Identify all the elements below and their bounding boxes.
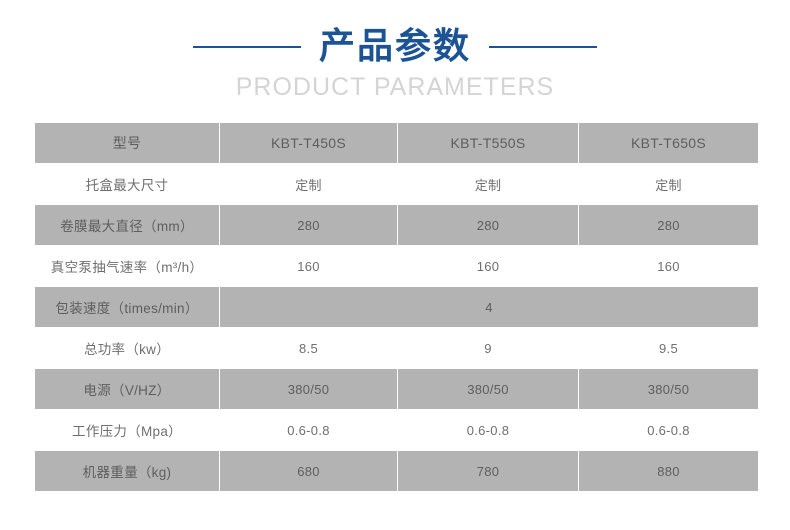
table-cell-value: 160	[220, 246, 397, 286]
table-cell-value: KBT-T450S	[220, 123, 397, 163]
title-row: 产品参数	[0, 24, 790, 70]
table-cell-value: 0.6-0.8	[220, 410, 397, 450]
table-cell-label: 型号	[35, 123, 219, 163]
table-cell-value: 0.6-0.8	[579, 410, 758, 450]
table-cell-value: 280	[579, 205, 758, 245]
table-cell-label: 包装速度（times/min）	[35, 287, 219, 327]
table-cell-label: 总功率（kw）	[35, 328, 219, 368]
horizontal-rule-left-icon	[192, 46, 301, 48]
table-cell-value: 380/50	[398, 369, 578, 409]
table-cell-value: 280	[398, 205, 578, 245]
table-cell-value: 9.5	[579, 328, 758, 368]
table-cell-value-merged: 4	[220, 287, 758, 327]
page-title: 产品参数	[318, 26, 471, 67]
table-cell-value: 780	[398, 451, 578, 491]
table-cell-label: 卷膜最大直径（mm）	[35, 205, 219, 245]
table-cell-value: 定制	[220, 164, 397, 204]
table-cell-label: 机器重量（kg)	[35, 451, 219, 491]
table-cell-value: 160	[398, 246, 578, 286]
table-row: 总功率（kw） 8.5 9 9.5	[35, 328, 758, 368]
table-cell-value: 定制	[579, 164, 758, 204]
table-cell-value: 8.5	[220, 328, 397, 368]
table-row: 真空泵抽气速率（m³/h） 160 160 160	[35, 246, 758, 286]
specifications-table-body: 型号 KBT-T450S KBT-T550S KBT-T650S 托盒最大尺寸 定制 定制定…	[35, 123, 758, 491]
horizontal-rule-right-icon	[489, 46, 597, 48]
table-cell-value: 定制	[398, 164, 578, 204]
table-cell-value: 380/50	[220, 369, 397, 409]
specifications-table: 型号 KBT-T450S KBT-T550S KBT-T650S 托盒最大尺寸 定制 定制定…	[34, 122, 759, 492]
table-cell-value: 160	[579, 246, 758, 286]
table-cell-label: 托盒最大尺寸	[35, 164, 219, 204]
table-cell-value: 280	[220, 205, 397, 245]
table-cell-label: 工作压力（Mpa）	[35, 410, 219, 450]
table-cell-value: 680	[220, 451, 397, 491]
table-cell-value: KBT-T650S	[579, 123, 758, 163]
table-cell-value: 0.6-0.8	[398, 410, 578, 450]
table-cell-label: 真空泵抽气速率（m³/h）	[35, 246, 219, 286]
table-cell-value: 380/50	[579, 369, 758, 409]
table-cell-value: KBT-T550S	[398, 123, 578, 163]
table-row: 托盒最大尺寸 定制 定制 定制	[35, 164, 758, 204]
table-row: 工作压力（Mpa） 0.6-0.8 0.6-0.8 0.6-0.8	[35, 410, 758, 450]
page-subtitle: PRODUCT PARAMETERS	[235, 73, 555, 101]
table-row: 包装速度（times/min） 4	[35, 287, 758, 327]
table-cell-label: 电源（V/HZ）	[35, 369, 219, 409]
table-row: 机器重量（kg) 680 780 880	[35, 451, 758, 491]
table-row: 卷膜最大直径（mm） 280 280 280	[35, 205, 758, 245]
table-row: 电源（V/HZ） 380/50 380/50 380/50	[35, 369, 758, 409]
page-header: 产品参数 PRODUCT PARAMETERS	[0, 0, 790, 112]
table-cell-value: 880	[579, 451, 758, 491]
table-cell-value: 9	[398, 328, 578, 368]
table-header-row: 型号 KBT-T450S KBT-T550S KBT-T650S	[35, 123, 758, 163]
